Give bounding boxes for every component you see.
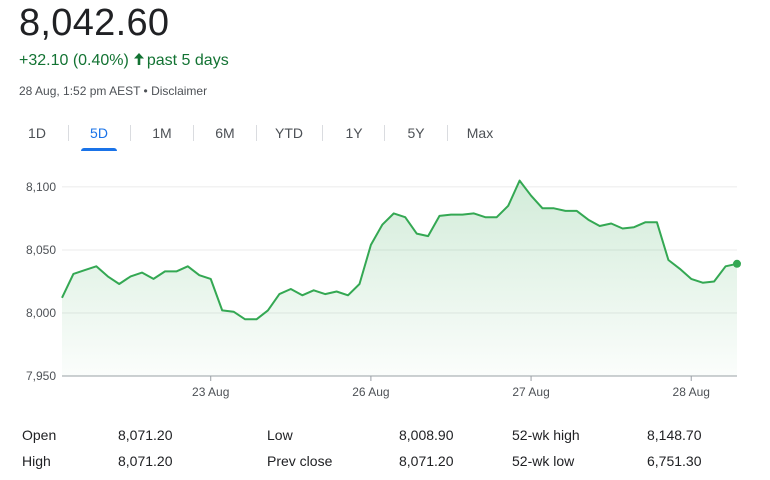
tab-divider	[256, 125, 257, 141]
y-tick-label: 8,000	[26, 306, 56, 320]
change-value: +32.10 (0.40%)	[19, 52, 129, 69]
price-area	[62, 180, 737, 376]
tab-divider	[384, 125, 385, 141]
stat-label-high: High	[22, 453, 51, 469]
price-line	[61, 179, 738, 321]
timestamp-line: 28 Aug, 1:52 pm AEST • Disclaimer	[19, 84, 207, 98]
price-change: +32.10 (0.40%) past 5 days	[19, 52, 229, 70]
stat-label-52wk-low: 52-wk low	[512, 453, 575, 469]
stat-value-prev-close: 8,071.20	[399, 453, 454, 469]
change-period: past 5 days	[146, 52, 229, 69]
tab-1m[interactable]: 1M	[152, 125, 172, 141]
separator-dot: •	[143, 84, 148, 98]
stat-label-open: Open	[22, 427, 57, 443]
stats-table: Open 8,071.20 High 8,071.20 Low 8,008.90…	[0, 420, 770, 480]
arrow-up-icon	[133, 53, 144, 65]
x-tick-label: 28 Aug	[673, 385, 710, 399]
stat-value-52wk-high: 8,148.70	[647, 427, 702, 443]
tab-5d[interactable]: 5D	[81, 116, 117, 151]
price-chart[interactable]: 7,950 8,000 8,050 8,100 23 Aug 26 Aug 27 Aug 28…	[0, 160, 770, 408]
stat-label-prev-close: Prev close	[267, 453, 333, 469]
y-tick-label: 8,100	[26, 180, 56, 194]
tab-divider	[447, 125, 448, 141]
tab-1d[interactable]: 1D	[28, 125, 46, 141]
tab-divider	[130, 125, 131, 141]
stat-value-high: 8,071.20	[118, 453, 173, 469]
disclaimer-link[interactable]: Disclaimer	[151, 84, 208, 98]
tab-divider	[322, 125, 323, 141]
tab-divider	[68, 125, 69, 141]
tab-divider	[193, 125, 194, 141]
stat-label-low: Low	[267, 427, 293, 443]
y-tick-label: 8,050	[26, 243, 56, 257]
tab-1y[interactable]: 1Y	[345, 125, 363, 141]
stat-value-low: 8,008.90	[399, 427, 454, 443]
stat-label-52wk-high: 52-wk high	[512, 427, 580, 443]
current-price: 8,042.60	[19, 2, 170, 44]
x-tick-label: 23 Aug	[192, 385, 229, 399]
stat-value-52wk-low: 6,751.30	[647, 453, 702, 469]
x-tick-label: 26 Aug	[352, 385, 389, 399]
tab-6m[interactable]: 6M	[215, 125, 235, 141]
timestamp: 28 Aug, 1:52 pm AEST	[19, 84, 141, 98]
y-tick-label: 7,950	[26, 369, 56, 383]
tab-max[interactable]: Max	[466, 125, 494, 141]
tab-ytd[interactable]: YTD	[275, 125, 303, 141]
stat-value-open: 8,071.20	[118, 427, 173, 443]
x-tick-label: 27 Aug	[512, 385, 549, 399]
last-point-marker	[733, 259, 741, 268]
range-tabs: 1D 5D 1M 6M YTD 1Y 5Y Max	[0, 116, 770, 152]
tab-5y[interactable]: 5Y	[407, 125, 425, 141]
